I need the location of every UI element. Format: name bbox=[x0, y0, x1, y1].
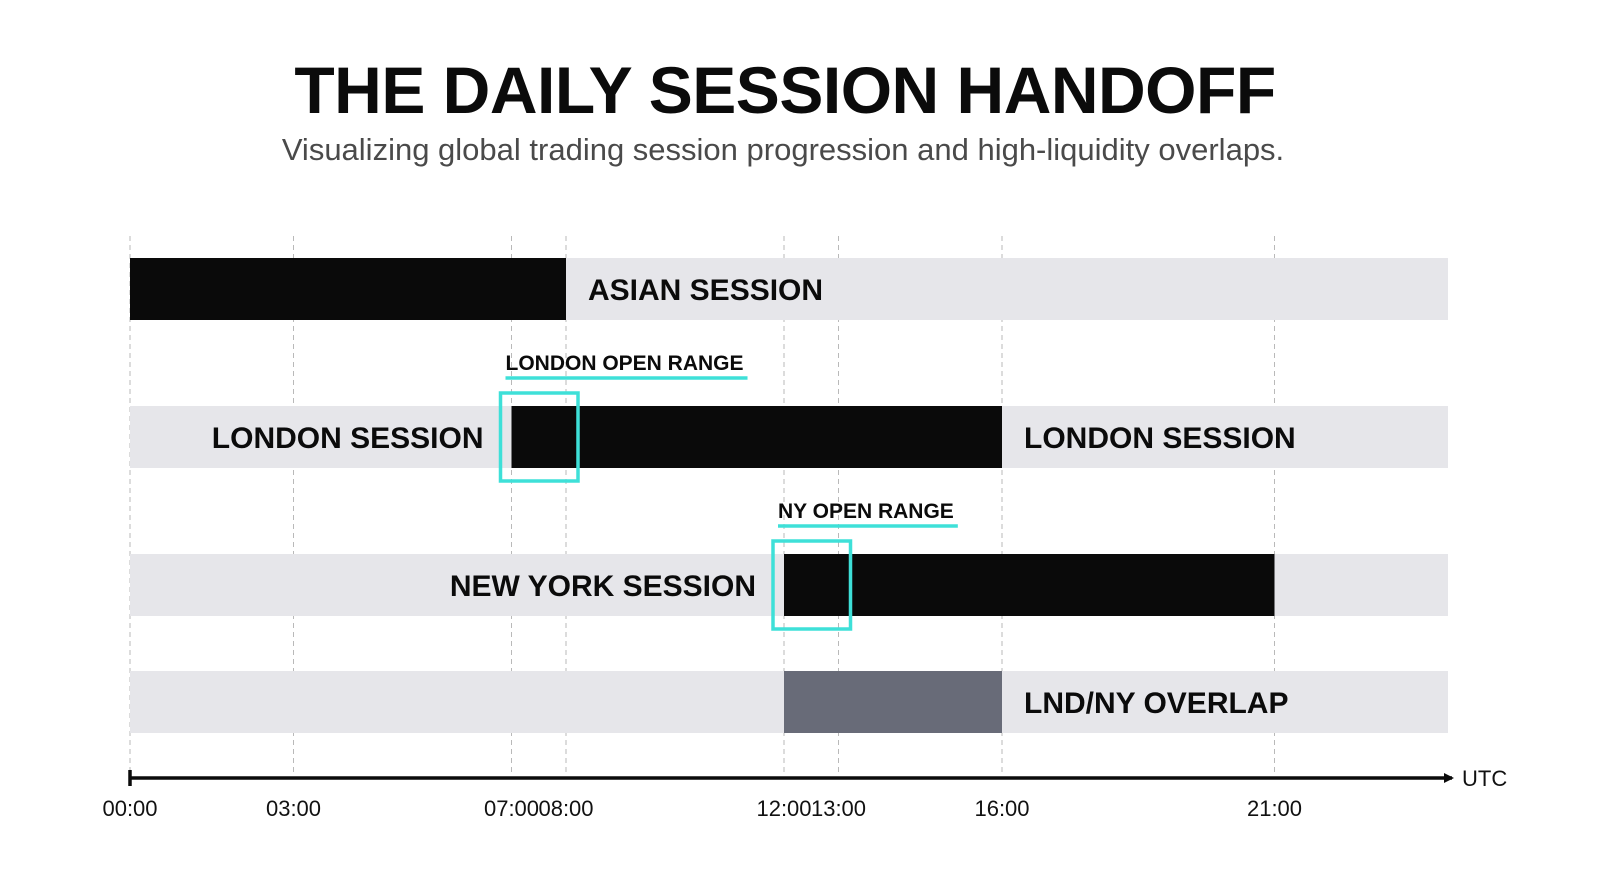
session-bar-london-session bbox=[511, 406, 1002, 468]
x-axis-unit-label: UTC bbox=[1462, 766, 1507, 791]
session-bar-asian-session bbox=[130, 258, 566, 320]
x-tick-label-00-00: 00:00 bbox=[102, 796, 157, 821]
session-label-asian-session: ASIAN SESSION bbox=[588, 274, 823, 307]
open-range-highlights: LONDON OPEN RANGE NY OPEN RANGE bbox=[498, 352, 958, 631]
highlight-box-london-open-range bbox=[498, 391, 580, 483]
x-tick-label-13-00: 13:00 bbox=[811, 796, 866, 821]
session-bar-new-york-session bbox=[784, 554, 1275, 616]
session-label-new-york-session: NEW YORK SESSION bbox=[450, 570, 756, 603]
session-label-london-session-right: LONDON SESSION bbox=[1024, 422, 1296, 455]
chart-subtitle: Visualizing global trading session progr… bbox=[281, 132, 1285, 167]
x-tick-label-16-00: 16:00 bbox=[974, 796, 1029, 821]
x-tick-label-08-00: 08:00 bbox=[538, 796, 593, 821]
session-label-london-session-left: LONDON SESSION bbox=[212, 422, 484, 455]
highlight-box-ny-open-range bbox=[771, 539, 853, 631]
highlight-label-london-open-range: LONDON OPEN RANGE bbox=[506, 352, 744, 375]
time-axis: UTC 00:00 03:00 07:00 08:00 12:00 13:00 16:00 21… bbox=[102, 766, 1507, 821]
x-tick-label-12-00: 12:00 bbox=[756, 796, 811, 821]
session-rows: ASIAN SESSION LONDON SESSION LONDON SESSIO… bbox=[130, 258, 1448, 733]
x-tick-label-07-00: 07:00 bbox=[484, 796, 539, 821]
x-tick-label-03-00: 03:00 bbox=[266, 796, 321, 821]
highlight-label-ny-open-range: NY OPEN RANGE bbox=[778, 500, 954, 523]
session-label-lnd-ny-overlap: LND/NY OVERLAP bbox=[1024, 687, 1288, 720]
x-tick-label-21-00: 21:00 bbox=[1247, 796, 1302, 821]
session-bar-lnd-ny-overlap bbox=[784, 671, 1002, 733]
chart-title: THE DAILY SESSION HANDOFF bbox=[294, 53, 1276, 127]
